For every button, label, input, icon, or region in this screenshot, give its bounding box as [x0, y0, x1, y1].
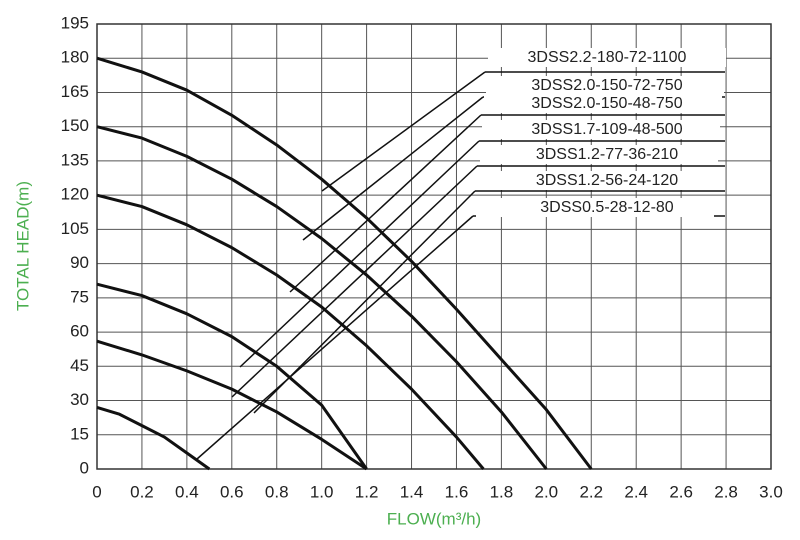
x-tick-label: 0.6 — [220, 482, 244, 501]
x-tick-label: 2.4 — [624, 482, 648, 501]
x-tick-label: 1.8 — [490, 482, 514, 501]
curve-label: 3DSS2.0-150-72-750 — [531, 77, 682, 94]
x-tick-label: 1.4 — [400, 482, 424, 501]
x-tick-label: 1.2 — [355, 482, 379, 501]
y-tick-label: 30 — [70, 390, 89, 409]
x-tick-label: 0.2 — [130, 482, 154, 501]
curve-label: 3DSS1.2-77-36-210 — [536, 146, 678, 163]
y-tick-label: 15 — [70, 424, 89, 443]
y-tick-label: 45 — [70, 356, 89, 375]
curve-label: 3DSS1.2-56-24-120 — [536, 172, 678, 189]
curve — [96, 339, 368, 471]
leader-line — [302, 96, 484, 241]
x-tick-label: 2.8 — [714, 482, 738, 501]
leader-line — [196, 215, 474, 460]
curve-label: 3DSS1.7-109-48-500 — [531, 121, 682, 138]
leader-line — [231, 165, 478, 398]
x-tick-label: 2.6 — [669, 482, 693, 501]
label-bg — [486, 76, 724, 95]
x-tick-label: 2.0 — [535, 482, 559, 501]
curve — [96, 193, 485, 470]
leader-line — [239, 140, 480, 368]
x-tick-label: 1.6 — [445, 482, 469, 501]
curve-label: 3DSS0.5-28-12-80 — [540, 199, 674, 216]
y-axis-title: TOTAL HEAD(m) — [13, 181, 32, 311]
curve — [96, 125, 548, 470]
label-bg — [484, 94, 722, 113]
curve — [96, 56, 593, 470]
y-tick-label: 165 — [61, 82, 89, 101]
x-tick-label: 0 — [92, 482, 101, 501]
y-tick-label: 60 — [70, 322, 89, 341]
curve-label: 3DSS2.2-180-72-1100 — [528, 49, 687, 66]
curve — [96, 282, 368, 470]
y-tick-label: 120 — [61, 185, 89, 204]
label-bg — [482, 120, 720, 139]
x-axis-title: FLOW(m³/h) — [387, 509, 481, 528]
y-tick-label: 90 — [70, 253, 89, 272]
curve-label: 3DSS2.0-150-48-750 — [531, 95, 682, 112]
x-tick-label: 3.0 — [759, 482, 783, 501]
y-tick-label: 195 — [61, 13, 89, 32]
y-tick-label: 75 — [70, 287, 89, 306]
x-tick-label: 2.2 — [579, 482, 603, 501]
curve — [96, 405, 211, 471]
x-tick-label: 0.8 — [265, 482, 289, 501]
label-bg — [480, 145, 718, 164]
x-tick-label: 0.4 — [175, 482, 199, 501]
y-tick-label: 180 — [61, 48, 89, 67]
leader-line — [289, 114, 482, 293]
label-bg — [478, 171, 716, 190]
y-tick-label: 105 — [61, 219, 89, 238]
y-tick-label: 150 — [61, 116, 89, 135]
y-tick-label: 0 — [80, 458, 89, 477]
x-tick-label: 1.0 — [310, 482, 334, 501]
plot-frame — [96, 23, 772, 470]
label-bg — [476, 198, 714, 217]
y-tick-label: 135 — [61, 150, 89, 169]
label-bg — [488, 48, 726, 67]
leader-line — [321, 71, 486, 192]
